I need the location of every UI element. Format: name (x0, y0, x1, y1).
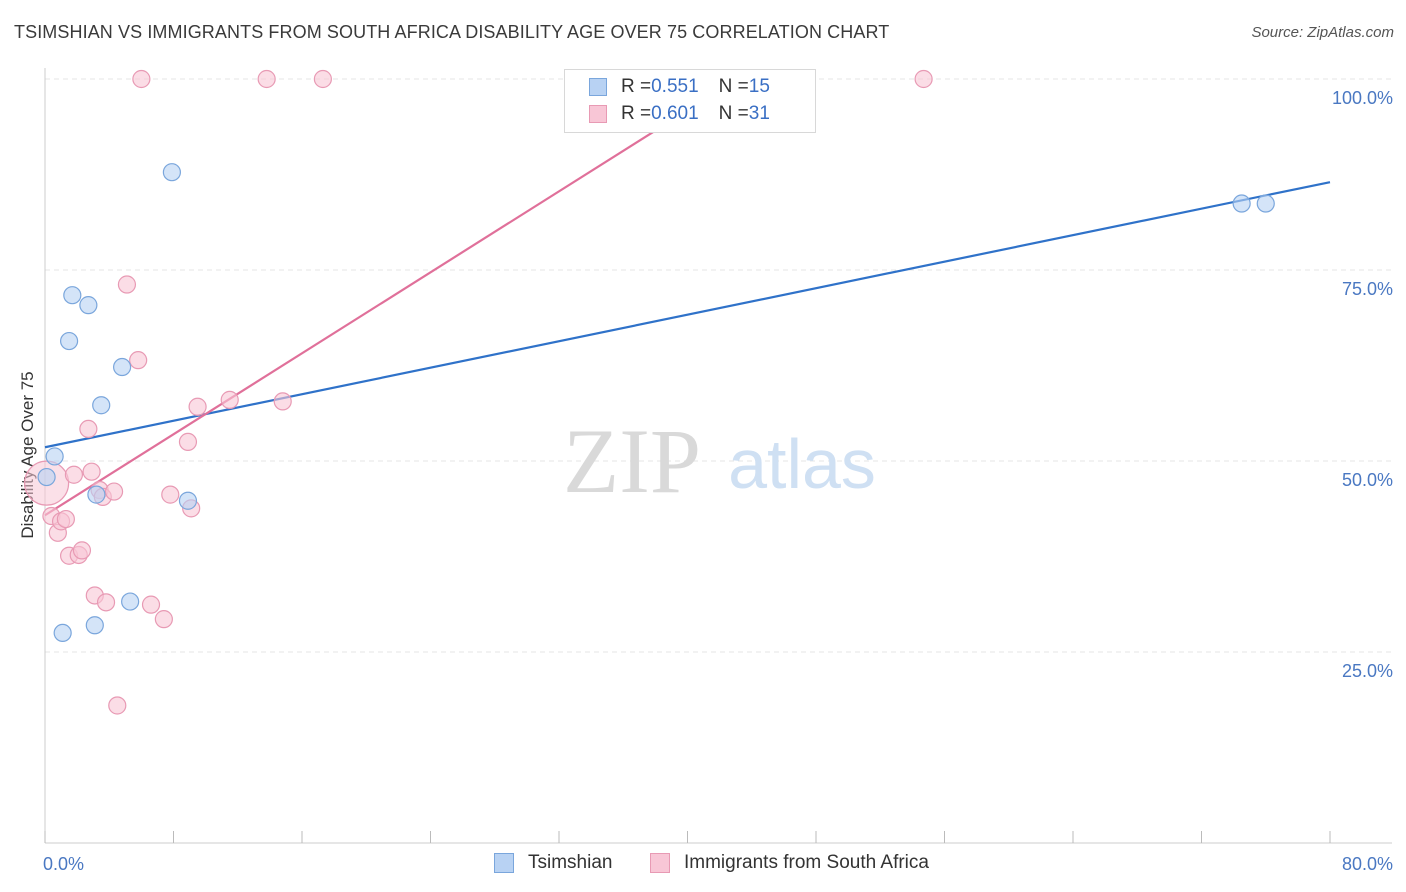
legend-r-value: 0.601 (651, 103, 699, 124)
legend-swatch-immigrants (589, 105, 607, 123)
legend-r-label: R = (621, 103, 652, 124)
data-point-immigrants (72, 541, 92, 560)
trend-line-tsimshian (44, 181, 1331, 449)
data-point-immigrants (914, 69, 933, 89)
data-point-tsimshian (87, 485, 106, 504)
data-point-immigrants (117, 275, 137, 294)
data-point-immigrants (220, 390, 239, 409)
legend-swatch-tsimshian (589, 78, 607, 96)
legend-n-value: 15 (748, 76, 770, 97)
data-point-immigrants (129, 351, 148, 370)
legend-n-label: N = (718, 103, 749, 124)
data-point-immigrants (178, 432, 198, 451)
grid-lines (45, 78, 1392, 653)
data-point-immigrants (64, 465, 84, 484)
data-point-tsimshian (59, 331, 79, 351)
data-point-tsimshian (1256, 194, 1275, 213)
series-swatch-tsimshian (494, 853, 514, 873)
trend-line-immigrants (44, 78, 738, 517)
source-label: Source: ZipAtlas.com (1251, 24, 1394, 41)
data-point-tsimshian (45, 447, 64, 466)
data-point-immigrants (188, 397, 207, 416)
watermark: ZIP atlas (563, 410, 876, 512)
data-point-immigrants (108, 696, 127, 715)
data-point-immigrants (104, 482, 124, 501)
data-point-immigrants (273, 392, 292, 411)
series-label-tsimshian: Tsimshian (528, 852, 613, 873)
y-tick-label-50: 50.0% (1342, 470, 1393, 490)
data-point-tsimshian (85, 616, 104, 635)
legend-r-value: 0.551 (651, 76, 699, 97)
data-point-tsimshian (121, 592, 140, 611)
legend-n-value: 31 (748, 103, 770, 124)
data-point-tsimshian (178, 491, 198, 510)
data-point-immigrants (257, 69, 276, 89)
data-point-tsimshian (112, 357, 132, 377)
data-point-immigrants (82, 462, 101, 481)
data-point-immigrants (56, 509, 75, 529)
data-point-tsimshian (63, 286, 82, 305)
chart-title: TSIMSHIAN VS IMMIGRANTS FROM SOUTH AFRIC… (14, 22, 890, 42)
data-points (24, 69, 1275, 715)
data-point-tsimshian (162, 163, 181, 182)
data-point-tsimshian (92, 396, 111, 415)
legend-row-immigrants: R = 0.601 N = 31 (589, 102, 770, 126)
legend-r-label: R = (621, 76, 652, 97)
x-tick-label-min: 0.0% (43, 854, 84, 874)
y-tick-label-25: 25.0% (1342, 661, 1393, 681)
data-point-tsimshian (37, 467, 56, 487)
data-point-immigrants (161, 485, 180, 504)
y-tick-label-75: 75.0% (1342, 279, 1393, 299)
series-label-immigrants: Immigrants from South Africa (684, 852, 929, 873)
series-swatch-immigrants (650, 853, 670, 873)
legend-n-label: N = (718, 76, 749, 97)
data-point-immigrants (313, 69, 332, 89)
data-point-immigrants (79, 419, 98, 439)
correlation-legend: R = 0.551 N = 15 R = 0.601 N = 31 (564, 69, 816, 133)
data-point-immigrants (132, 69, 151, 89)
axes (44, 68, 1392, 844)
trend-lines (44, 78, 1331, 517)
watermark-atlas: atlas (728, 425, 876, 503)
series-legend-immigrants: Immigrants from South Africa (650, 852, 929, 874)
data-point-tsimshian (1232, 194, 1251, 213)
data-point-immigrants (154, 610, 173, 629)
data-point-tsimshian (79, 296, 98, 315)
data-point-tsimshian (53, 623, 72, 643)
tick-labels: 25.0% 50.0% 75.0% 100.0% 0.0% 80.0% (43, 88, 1393, 874)
series-legend-tsimshian: Tsimshian (494, 852, 612, 874)
watermark-zip: ZIP (563, 410, 701, 512)
y-tick-label-100: 100.0% (1332, 88, 1393, 108)
data-point-immigrants (141, 595, 161, 614)
series-legend: Tsimshian Immigrants from South Africa (0, 852, 1406, 876)
data-point-immigrants (96, 593, 116, 612)
x-tick-label-max: 80.0% (1342, 854, 1393, 874)
legend-row-tsimshian: R = 0.551 N = 15 (589, 75, 770, 99)
